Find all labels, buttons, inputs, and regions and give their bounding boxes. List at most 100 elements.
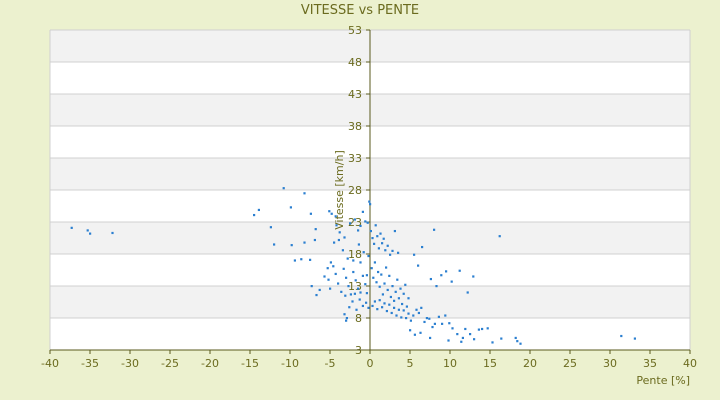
data-point [342, 267, 345, 270]
data-point [334, 215, 337, 218]
data-point [435, 285, 438, 288]
data-point [303, 241, 306, 244]
data-point [361, 210, 364, 213]
data-point [415, 308, 418, 311]
data-point [409, 319, 412, 322]
data-point [429, 336, 432, 340]
data-point [388, 303, 391, 306]
data-point [365, 292, 368, 295]
data-point [253, 213, 256, 217]
x-tick-label: 25 [563, 357, 577, 370]
data-point [419, 331, 422, 334]
data-point [330, 212, 333, 215]
data-point [269, 226, 272, 229]
data-point [396, 278, 399, 281]
data-point [407, 312, 410, 315]
data-point [343, 236, 346, 239]
data-point [335, 224, 338, 227]
data-point [323, 275, 326, 278]
data-point [357, 287, 360, 290]
data-point [327, 278, 330, 281]
data-point [349, 222, 352, 225]
data-point [313, 238, 316, 242]
data-point [368, 200, 371, 203]
data-point [300, 258, 303, 261]
data-point [440, 274, 443, 277]
data-point [498, 235, 501, 238]
data-point [364, 283, 367, 286]
data-point [337, 282, 340, 285]
data-point [397, 297, 400, 300]
data-point [333, 241, 336, 244]
data-point [361, 304, 364, 308]
data-point [376, 308, 379, 311]
data-point [391, 285, 394, 288]
x-tick-label: -20 [201, 357, 219, 370]
data-point [290, 244, 293, 247]
data-point [315, 293, 318, 297]
data-point [486, 327, 489, 330]
data-point [358, 298, 361, 301]
data-point [282, 187, 285, 190]
data-point [413, 333, 416, 336]
chart-title: VITESSE vs PENTE [301, 3, 419, 18]
data-point [461, 336, 464, 340]
data-point [373, 261, 376, 264]
data-point [397, 251, 400, 254]
y-tick-label: 48 [348, 56, 362, 69]
data-point [273, 243, 276, 246]
data-point [371, 304, 374, 308]
data-point [337, 238, 340, 242]
y-tick-label: 43 [348, 88, 362, 101]
data-point [371, 237, 374, 240]
data-point [421, 245, 424, 249]
data-point [466, 291, 469, 294]
y-tick-label: 18 [348, 248, 362, 261]
y-tick-label: 38 [348, 120, 362, 133]
data-point [343, 313, 346, 316]
data-point [359, 291, 362, 294]
data-point [412, 314, 415, 317]
x-tick-label: 30 [603, 357, 617, 370]
data-point [409, 329, 412, 332]
data-point [338, 231, 341, 234]
data-point [340, 290, 343, 293]
data-points [70, 187, 636, 345]
data-point [366, 221, 369, 224]
data-point [395, 314, 398, 317]
data-point [388, 274, 391, 277]
data-point [456, 333, 459, 336]
x-tick-label: 20 [523, 357, 537, 370]
data-point [367, 254, 370, 258]
data-point [353, 292, 356, 295]
data-point [329, 261, 332, 264]
data-point [429, 277, 432, 281]
data-point [477, 328, 480, 331]
x-tick-label: -30 [121, 357, 139, 370]
data-point [365, 301, 368, 304]
data-point [447, 339, 450, 342]
data-point [309, 212, 312, 215]
y-tick-label: 8 [355, 312, 362, 325]
x-tick-label: 40 [683, 357, 697, 370]
data-point [353, 218, 356, 221]
data-point [417, 264, 420, 267]
data-point [370, 267, 373, 270]
data-point [377, 247, 380, 250]
y-tick-label: 53 [348, 24, 362, 37]
data-point [394, 290, 397, 293]
data-point [373, 242, 376, 245]
data-point [334, 272, 337, 276]
data-point [519, 342, 522, 345]
data-point [458, 269, 461, 272]
data-point [375, 281, 378, 284]
y-tick-label: 13 [348, 280, 362, 293]
data-point [386, 244, 389, 247]
data-point [389, 253, 392, 256]
data-point [402, 309, 405, 312]
data-point [345, 276, 348, 279]
data-point [376, 235, 379, 238]
data-point [516, 340, 519, 343]
data-point [473, 338, 476, 341]
